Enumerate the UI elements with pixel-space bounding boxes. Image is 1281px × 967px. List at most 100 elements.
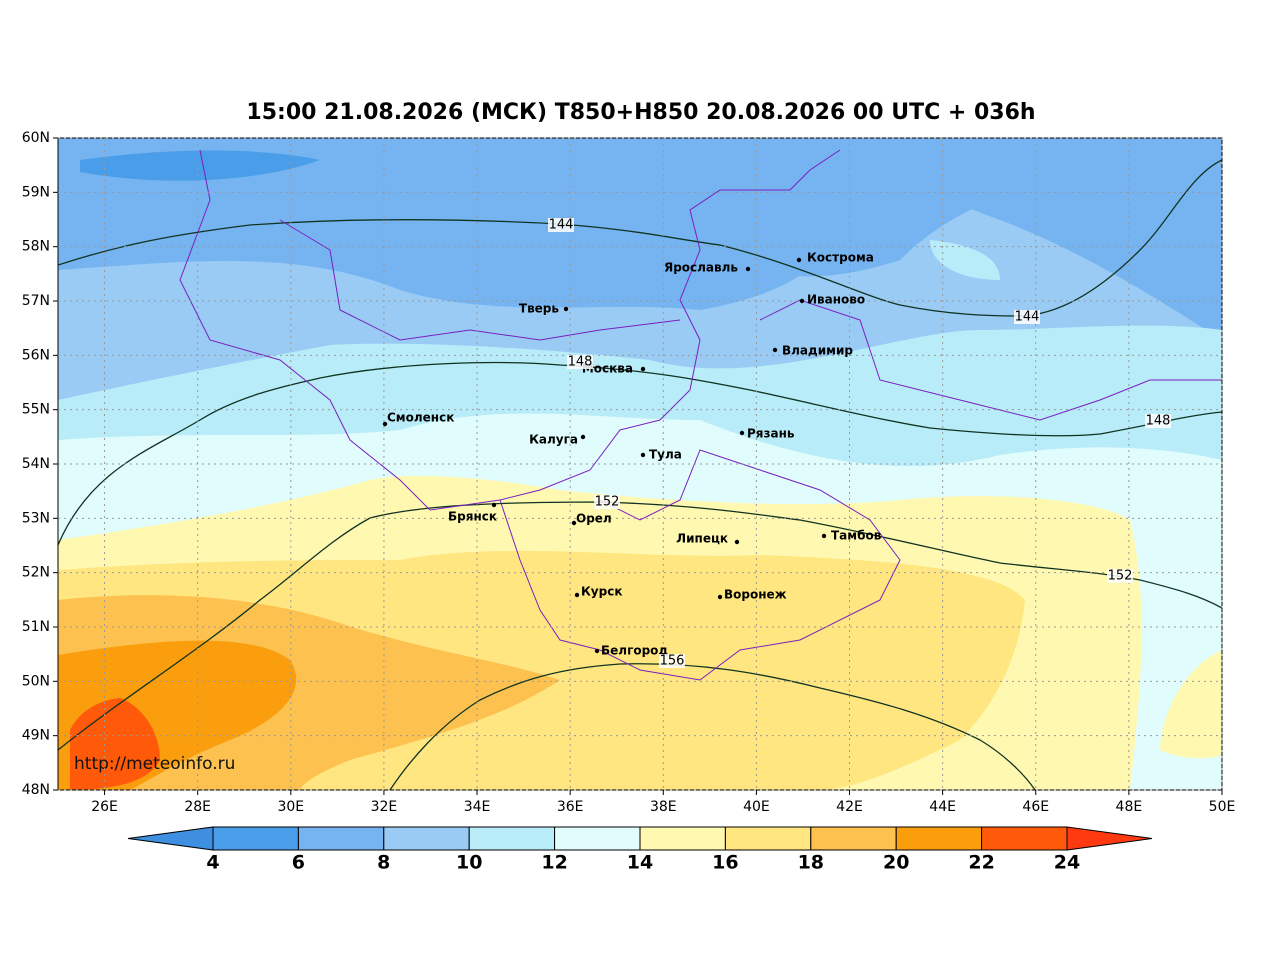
city-label: Рязань <box>747 427 795 441</box>
x-tick-label: 38E <box>650 799 677 815</box>
city-dot <box>821 533 827 539</box>
city-dot <box>580 434 586 440</box>
colorbar-box <box>297 826 385 851</box>
contour-label-bg <box>548 218 574 232</box>
city-label: Воронеж <box>724 588 787 602</box>
colorbar-box <box>895 826 983 851</box>
city-label: Брянск <box>448 510 497 524</box>
contour-label: 156 <box>660 654 685 669</box>
x-tick-label: 30E <box>277 799 304 815</box>
x-tick-label: 40E <box>743 799 770 815</box>
city-label: Белгород <box>601 644 668 658</box>
colorbar-tick-label: 8 <box>377 852 390 874</box>
y-tick-label: 58N <box>22 239 50 255</box>
contour-label: 148 <box>1146 414 1171 429</box>
y-tick-label: 59N <box>22 184 50 200</box>
city-dot <box>594 648 600 654</box>
y-tick-label: 51N <box>22 619 50 635</box>
x-tick-label: 46E <box>1022 799 1049 815</box>
colorbar-tick-label: 24 <box>1054 852 1080 874</box>
city-dot <box>739 430 745 436</box>
temperature-field <box>58 138 1222 790</box>
x-tick-label: 36E <box>557 799 584 815</box>
x-tick-label: 44E <box>929 799 956 815</box>
city-dot <box>734 539 740 545</box>
region-borders <box>179 149 1222 681</box>
city-label: Москва <box>582 362 633 376</box>
city-label: Курск <box>581 585 622 599</box>
city-label: Ярославль <box>664 261 738 275</box>
y-tick-label: 54N <box>22 456 50 472</box>
y-tick-label: 57N <box>22 293 50 309</box>
city-label: Смоленск <box>387 411 454 425</box>
city-label: Владимир <box>782 344 853 358</box>
city-dot <box>563 306 569 312</box>
y-tick-label: 48N <box>22 782 50 798</box>
contour-label: 144 <box>549 218 574 233</box>
city-dot <box>491 502 497 508</box>
city-dot <box>796 257 802 263</box>
colorbar-extend-high <box>1066 826 1153 851</box>
city-dot <box>640 452 646 458</box>
colorbar-box <box>724 826 812 851</box>
city-dot <box>640 366 646 372</box>
contour-label-bg <box>659 654 685 668</box>
colorbar-tick-label: 4 <box>206 852 219 874</box>
x-tick-label: 50E <box>1209 799 1236 815</box>
x-tick-label: 26E <box>91 799 118 815</box>
city-dot <box>717 594 723 600</box>
y-tick-label: 52N <box>22 565 50 581</box>
city-label: Липецк <box>676 532 728 546</box>
y-tick-label: 50N <box>22 673 50 689</box>
contour-label-bg <box>567 355 593 369</box>
x-tick-label: 28E <box>184 799 211 815</box>
city-dot <box>745 266 751 272</box>
y-tick-label: 55N <box>22 402 50 418</box>
colorbar-box <box>468 826 556 851</box>
city-dot <box>574 592 580 598</box>
contour-label-bg <box>1014 310 1040 324</box>
colorbar-tick-label: 18 <box>798 852 824 874</box>
colorbar-box <box>212 826 299 851</box>
city-dot <box>799 298 805 304</box>
colorbar-tick-label: 16 <box>712 852 738 874</box>
city-label: Калуга <box>529 433 578 447</box>
colorbar-tick-label: 6 <box>292 852 305 874</box>
x-tick-label: 48E <box>1116 799 1143 815</box>
colorbar-tick-label: 10 <box>456 852 482 874</box>
contour-label-bg <box>1107 569 1133 583</box>
colorbar-box <box>639 826 726 851</box>
city-label: Тула <box>649 448 682 462</box>
contour-label: 148 <box>568 355 593 370</box>
city-dot <box>571 520 577 526</box>
city-label: Иваново <box>807 293 865 307</box>
colorbar-tick-label: 20 <box>883 852 909 874</box>
contour-label-bg <box>594 495 620 509</box>
city-label: Орел <box>576 512 612 526</box>
city-label: Тамбов <box>831 529 882 543</box>
contour-label-bg <box>1145 414 1171 428</box>
colorbar-tick-label: 12 <box>541 852 567 874</box>
x-tick-label: 34E <box>464 799 491 815</box>
contour-label: 144 <box>1015 310 1040 325</box>
city-label: Тверь <box>519 302 560 316</box>
x-tick-label: 32E <box>371 799 398 815</box>
colorbar-box <box>554 826 641 851</box>
title: 15:00 21.08.2026 (МСК) T850+H850 20.08.2… <box>246 100 1035 125</box>
colorbar-tick-label: 14 <box>627 852 653 874</box>
colorbar-box <box>383 826 470 851</box>
y-tick-label: 53N <box>22 510 50 526</box>
contour-label: 152 <box>595 495 620 510</box>
colorbar-tick-label: 22 <box>968 852 994 874</box>
y-tick-label: 49N <box>22 728 50 744</box>
watermark: http://meteoinfo.ru <box>74 754 235 774</box>
y-tick-label: 56N <box>22 347 50 363</box>
city-dot <box>382 421 388 427</box>
colorbar-box <box>810 826 897 851</box>
colorbar-extend-low <box>127 826 214 851</box>
y-tick-label: 60N <box>22 130 50 146</box>
city-dot <box>772 347 778 353</box>
city-label: Кострома <box>807 251 874 265</box>
colorbar-box <box>981 826 1068 851</box>
